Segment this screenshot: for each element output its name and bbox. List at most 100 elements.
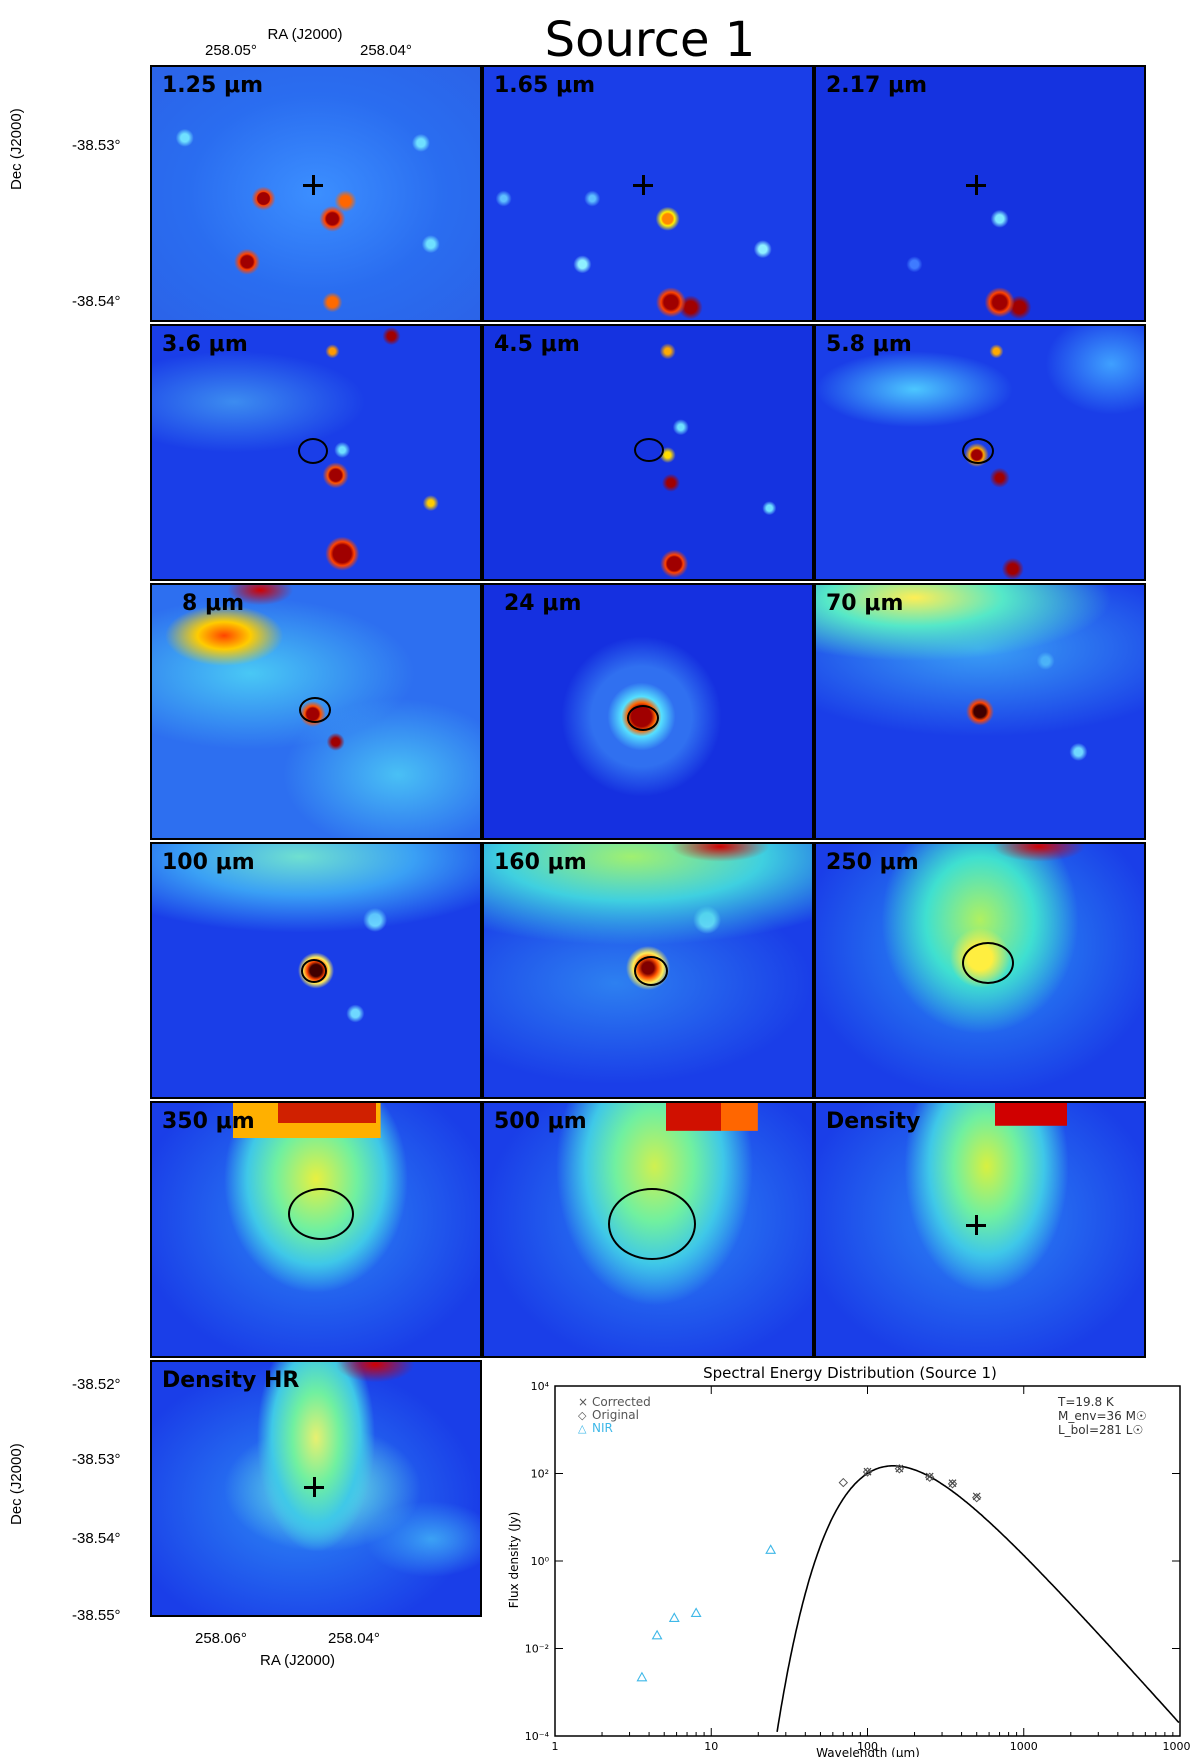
legend-nir: NIR	[592, 1421, 613, 1435]
panel-160um: 160 μm	[482, 842, 814, 1099]
original-point	[862, 1467, 873, 1477]
map-image	[152, 1103, 480, 1356]
y-tick-label: 10⁴	[531, 1380, 550, 1393]
panel-label: 4.5 μm	[494, 332, 580, 357]
legend-marker-triangle: △	[578, 1422, 587, 1435]
aperture-ellipse	[301, 959, 327, 983]
panel-350um: 350 μm	[150, 1101, 482, 1358]
original-point	[838, 1477, 849, 1488]
aperture-ellipse	[962, 438, 994, 464]
aperture-ellipse	[608, 1188, 696, 1260]
bottom-ra-tick: 258.04°	[328, 1630, 380, 1647]
top-dec-tick: -38.53°	[72, 137, 121, 154]
panel-label: 350 μm	[162, 1109, 255, 1134]
legend-marker-diamond: ◇	[578, 1409, 587, 1422]
panel-label: 250 μm	[826, 850, 919, 875]
panel-3-6um: 3.6 μm	[150, 324, 482, 581]
map-image	[816, 67, 1144, 320]
panel-label: Density	[826, 1109, 921, 1134]
panel-label: 3.6 μm	[162, 332, 248, 357]
legend-original: Original	[592, 1408, 639, 1422]
panel-density-hr: Density HR	[150, 1360, 482, 1617]
panel-label: 1.65 μm	[494, 73, 596, 98]
panel-label: 24 μm	[504, 591, 582, 616]
original-point	[924, 1472, 935, 1482]
chart-title: Spectral Energy Distribution (Source 1)	[703, 1364, 997, 1382]
panel-label: 500 μm	[494, 1109, 587, 1134]
legend-corrected: Corrected	[592, 1395, 651, 1409]
original-point	[894, 1464, 905, 1474]
panel-density: Density	[814, 1101, 1146, 1358]
original-point	[972, 1492, 982, 1503]
source-position-cross-icon	[966, 1215, 986, 1235]
x-tick-label: 1	[552, 1740, 559, 1753]
bottom-ra-tick: 258.06°	[195, 1630, 247, 1647]
aperture-ellipse	[634, 956, 668, 986]
panel-1-65um: 1.65 μm	[482, 65, 814, 322]
annotation-temperature: T=19.8 K	[1057, 1395, 1115, 1409]
panel-1-25um: 1.25 μm	[150, 65, 482, 322]
aperture-ellipse	[298, 438, 328, 464]
original-point	[947, 1479, 958, 1489]
x-tick-label: 10	[704, 1740, 718, 1753]
legend-marker-x: ×	[578, 1395, 588, 1409]
x-axis-label: Wavelength (μm)	[816, 1746, 920, 1757]
map-image	[484, 326, 812, 579]
map-image	[484, 1103, 812, 1356]
top-dec-axis-label: Dec (J2000)	[8, 108, 25, 190]
nir-point	[651, 1629, 663, 1640]
bottom-dec-tick: -38.52°	[72, 1376, 121, 1393]
panel-100um: 100 μm	[150, 842, 482, 1099]
top-ra-tick: 258.04°	[360, 42, 412, 59]
panel-70um: 70 μm	[814, 583, 1146, 840]
panel-label: 2.17 μm	[826, 73, 928, 98]
panel-label: 5.8 μm	[826, 332, 912, 357]
panel-label: 160 μm	[494, 850, 587, 875]
y-tick-label: 10⁻²	[525, 1643, 549, 1656]
bottom-ra-axis-label: RA (J2000)	[260, 1652, 336, 1669]
panel-label: Density HR	[162, 1368, 300, 1393]
panel-24um: 24 μm	[482, 583, 814, 840]
panel-5-8um: 5.8 μm	[814, 324, 1146, 581]
panel-250um: 250 μm	[814, 842, 1146, 1099]
x-tick-label: 100	[857, 1740, 878, 1753]
y-tick-label: 10⁻⁴	[525, 1730, 550, 1743]
source-position-cross-icon	[966, 175, 986, 195]
bottom-dec-axis-label: Dec (J2000)	[8, 1443, 25, 1525]
map-image	[484, 67, 812, 320]
sed-chart: Spectral Energy Distribution (Source 1) …	[507, 1364, 1190, 1757]
annotation-mass: M_env=36 M☉	[1058, 1409, 1147, 1423]
panel-2-17um: 2.17 μm	[814, 65, 1146, 322]
map-image	[816, 1103, 1144, 1356]
top-dec-tick: -38.54°	[72, 293, 121, 310]
map-image	[816, 585, 1144, 838]
bottom-dec-tick: -38.54°	[72, 1530, 121, 1547]
nir-point	[765, 1544, 777, 1554]
panel-500um: 500 μm	[482, 1101, 814, 1358]
aperture-ellipse	[962, 942, 1014, 984]
nir-point	[690, 1607, 702, 1617]
panel-label: 8 μm	[182, 591, 245, 616]
y-tick-label: 10⁰	[531, 1555, 550, 1568]
panel-label: 70 μm	[826, 591, 904, 616]
model-curve	[776, 1465, 1180, 1733]
aperture-ellipse	[627, 705, 659, 731]
nir-point	[636, 1671, 648, 1682]
aperture-ellipse	[299, 697, 331, 723]
plot-frame	[554, 1385, 1181, 1737]
panel-label: 1.25 μm	[162, 73, 264, 98]
source-position-cross-icon	[303, 175, 323, 195]
map-image	[152, 1362, 480, 1615]
figure-title: Source 1	[544, 12, 756, 68]
aperture-ellipse	[288, 1188, 354, 1240]
x-tick-label: 1000	[1010, 1740, 1038, 1753]
nir-point	[668, 1612, 680, 1622]
top-ra-axis-label: RA (J2000)	[267, 26, 343, 43]
y-axis-label: Flux density (Jy)	[507, 1512, 521, 1609]
source-position-cross-icon	[304, 1477, 324, 1497]
panel-4-5um: 4.5 μm	[482, 324, 814, 581]
bottom-dec-tick: -38.55°	[72, 1607, 121, 1624]
map-image	[816, 844, 1144, 1097]
map-image	[152, 67, 480, 320]
map-image	[484, 585, 812, 838]
